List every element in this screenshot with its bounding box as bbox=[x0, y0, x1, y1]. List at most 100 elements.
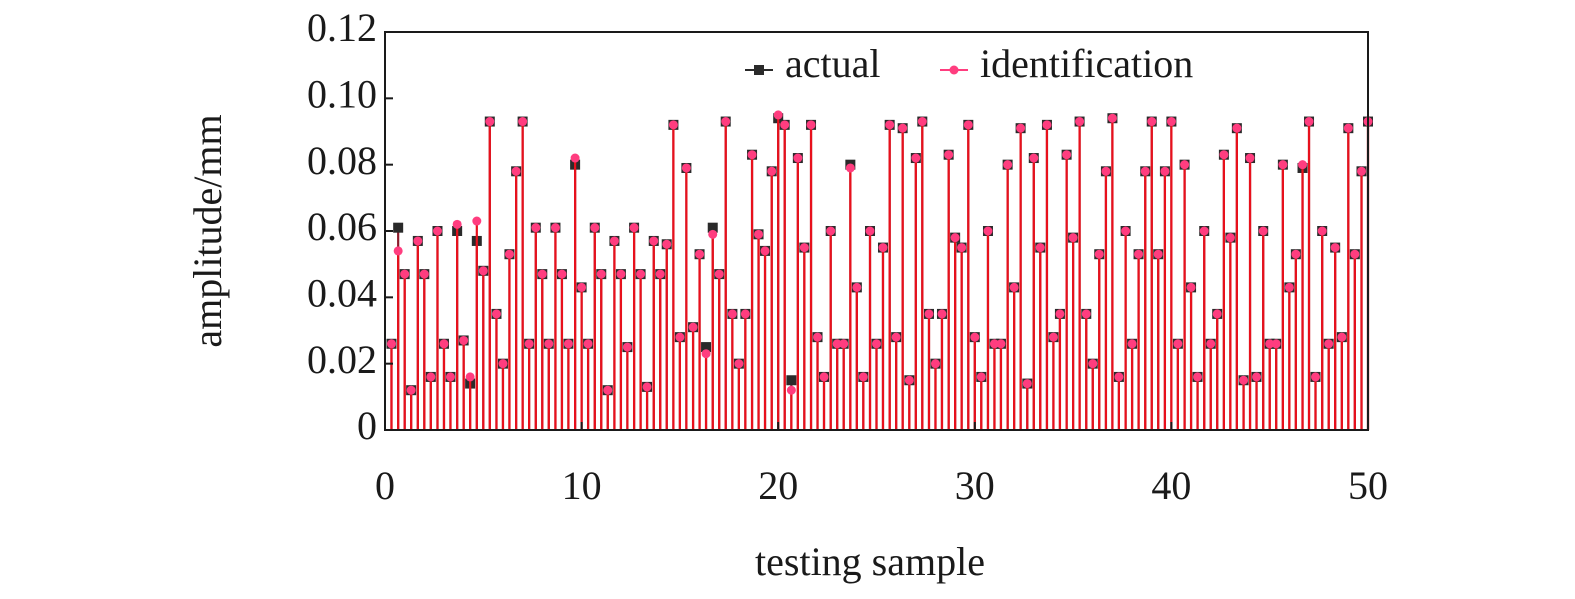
marker bbox=[911, 153, 921, 163]
marker bbox=[1324, 339, 1334, 349]
marker bbox=[1107, 113, 1117, 123]
marker bbox=[1062, 150, 1072, 160]
x-tick-label: 30 bbox=[955, 463, 995, 508]
marker bbox=[1140, 166, 1150, 176]
marker bbox=[1075, 117, 1085, 127]
marker bbox=[1245, 153, 1255, 163]
marker bbox=[1311, 372, 1321, 382]
marker bbox=[707, 222, 718, 233]
marker bbox=[570, 153, 580, 163]
marker bbox=[924, 309, 934, 319]
legend-label: actual bbox=[785, 41, 881, 86]
legend: actual identification bbox=[745, 41, 1193, 86]
y-tick-label: 0 bbox=[357, 403, 377, 448]
y-tick-label: 0.04 bbox=[307, 271, 377, 316]
x-tick-label: 50 bbox=[1348, 463, 1388, 508]
marker bbox=[400, 269, 410, 279]
marker bbox=[655, 269, 665, 279]
marker bbox=[885, 120, 895, 130]
marker bbox=[767, 166, 777, 176]
marker bbox=[596, 269, 606, 279]
marker bbox=[439, 339, 449, 349]
marker bbox=[701, 349, 711, 359]
marker bbox=[806, 120, 816, 130]
marker bbox=[1291, 249, 1301, 259]
marker bbox=[845, 163, 855, 173]
marker bbox=[1003, 160, 1013, 170]
marker bbox=[786, 385, 796, 395]
marker bbox=[432, 226, 442, 236]
marker bbox=[930, 359, 940, 369]
marker bbox=[603, 385, 613, 395]
marker bbox=[1219, 150, 1229, 160]
marker bbox=[983, 226, 993, 236]
marker bbox=[393, 222, 404, 233]
marker bbox=[622, 342, 632, 352]
marker bbox=[1343, 123, 1353, 133]
y-axis-label: amplitude/mm bbox=[185, 114, 230, 347]
marker bbox=[1035, 243, 1045, 253]
marker bbox=[819, 372, 829, 382]
marker bbox=[917, 117, 927, 127]
legend-marker bbox=[949, 65, 959, 75]
marker bbox=[1173, 339, 1183, 349]
marker bbox=[826, 226, 836, 236]
marker bbox=[1101, 166, 1111, 176]
marker bbox=[996, 339, 1006, 349]
marker bbox=[773, 110, 783, 120]
marker bbox=[563, 339, 573, 349]
marker bbox=[1212, 309, 1222, 319]
marker bbox=[393, 246, 403, 256]
marker bbox=[1284, 282, 1294, 292]
y-tick-label: 0.10 bbox=[307, 72, 377, 117]
marker bbox=[976, 372, 986, 382]
marker bbox=[662, 239, 672, 249]
marker bbox=[1258, 226, 1268, 236]
marker bbox=[472, 216, 482, 226]
marker bbox=[701, 342, 712, 353]
marker bbox=[963, 120, 973, 130]
y-tick-label: 0.06 bbox=[307, 204, 377, 249]
marker bbox=[406, 385, 416, 395]
marker bbox=[1317, 226, 1327, 236]
marker bbox=[1048, 332, 1058, 342]
marker bbox=[1357, 166, 1367, 176]
marker bbox=[1088, 359, 1098, 369]
x-tick-label: 10 bbox=[562, 463, 602, 508]
marker bbox=[1147, 117, 1157, 127]
marker bbox=[1278, 160, 1288, 170]
y-tick-label: 0.12 bbox=[307, 5, 377, 50]
marker bbox=[675, 332, 685, 342]
marker bbox=[1160, 166, 1170, 176]
marker bbox=[865, 226, 875, 236]
marker bbox=[754, 229, 764, 239]
marker bbox=[590, 223, 600, 233]
marker bbox=[629, 223, 639, 233]
marker bbox=[1114, 372, 1124, 382]
marker bbox=[793, 153, 803, 163]
marker bbox=[577, 282, 587, 292]
marker bbox=[1042, 120, 1052, 130]
marker bbox=[1009, 282, 1019, 292]
marker bbox=[1252, 372, 1262, 382]
marker bbox=[1081, 309, 1091, 319]
marker bbox=[747, 150, 757, 160]
marker bbox=[642, 382, 652, 392]
marker bbox=[708, 229, 718, 239]
marker bbox=[465, 372, 475, 382]
marker bbox=[1206, 339, 1216, 349]
marker bbox=[537, 269, 547, 279]
marker bbox=[668, 120, 678, 130]
marker bbox=[688, 322, 698, 332]
marker bbox=[1022, 379, 1032, 389]
marker bbox=[904, 375, 914, 385]
marker bbox=[839, 339, 849, 349]
marker bbox=[452, 219, 462, 229]
marker bbox=[1337, 332, 1347, 342]
marker bbox=[1121, 226, 1131, 236]
series-0 bbox=[386, 113, 1373, 430]
y-tick-label: 0.02 bbox=[307, 337, 377, 382]
marker bbox=[531, 223, 541, 233]
